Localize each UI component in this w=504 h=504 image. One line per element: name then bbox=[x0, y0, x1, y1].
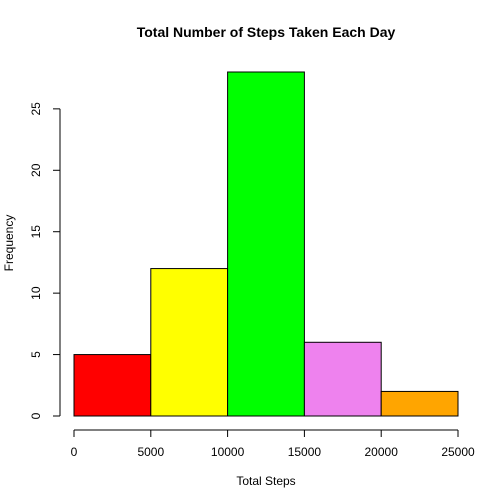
y-tick-label: 0 bbox=[29, 412, 43, 419]
x-tick-label: 15000 bbox=[288, 445, 322, 459]
x-tick-label: 10000 bbox=[211, 445, 245, 459]
histogram-bar bbox=[228, 72, 305, 416]
y-axis-label: Frequency bbox=[2, 215, 16, 272]
x-tick-label: 20000 bbox=[365, 445, 399, 459]
chart-title: Total Number of Steps Taken Each Day bbox=[137, 24, 396, 40]
histogram-bar bbox=[74, 355, 151, 416]
x-tick-label: 25000 bbox=[441, 445, 475, 459]
histogram-bar bbox=[381, 391, 458, 416]
y-axis: 0 5 10 15 20 25 bbox=[29, 102, 60, 419]
histogram-bar bbox=[151, 269, 228, 416]
y-tick-label: 25 bbox=[29, 102, 43, 116]
x-axis: 0 5000 10000 15000 20000 25000 bbox=[71, 430, 475, 459]
y-tick-label: 15 bbox=[29, 225, 43, 239]
histogram-bar bbox=[304, 342, 381, 416]
bars-layer bbox=[74, 72, 458, 416]
x-tick-label: 5000 bbox=[137, 445, 164, 459]
x-tick-label: 0 bbox=[71, 445, 78, 459]
x-axis-label: Total Steps bbox=[236, 474, 295, 488]
y-tick-label: 20 bbox=[29, 163, 43, 177]
y-tick-label: 5 bbox=[29, 351, 43, 358]
y-tick-label: 10 bbox=[29, 286, 43, 300]
